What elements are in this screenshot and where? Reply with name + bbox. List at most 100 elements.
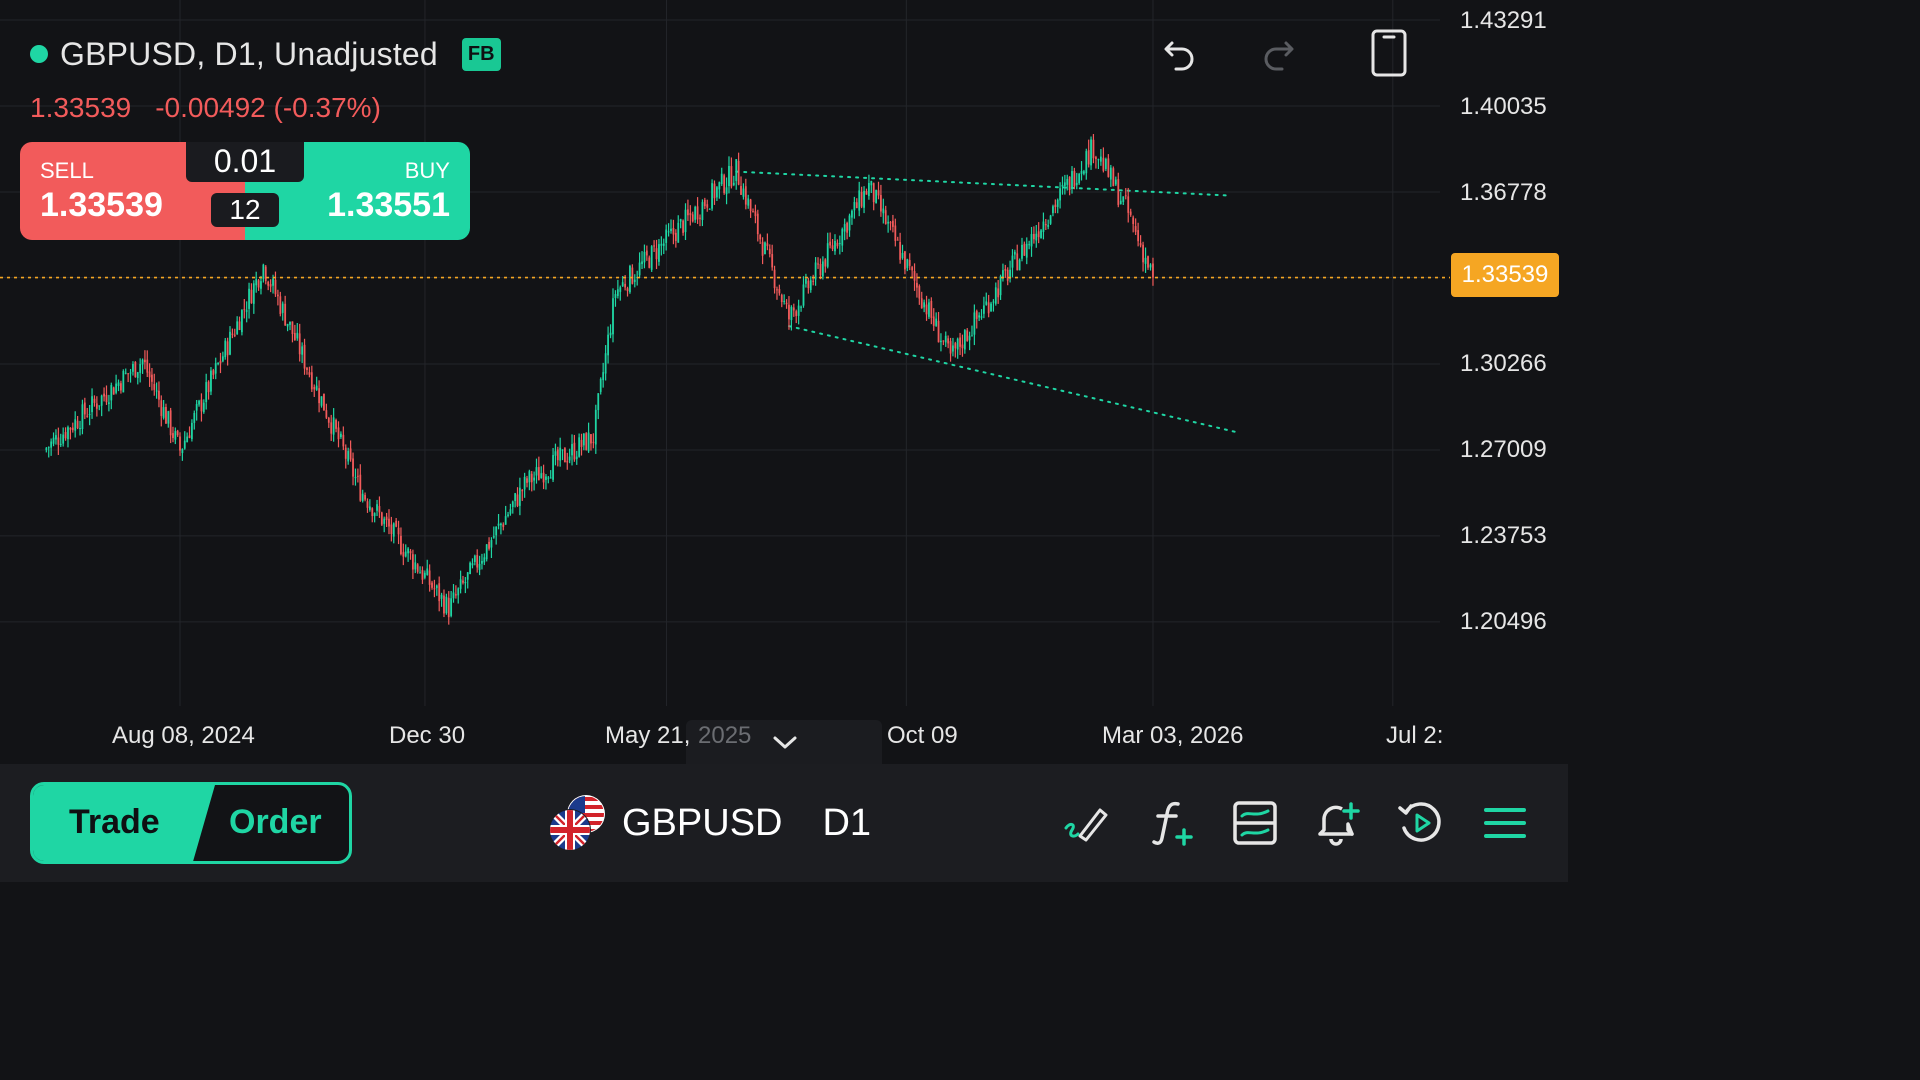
candle-body: [47, 447, 50, 449]
chart-template-icon[interactable]: [1230, 798, 1280, 848]
candle-body: [207, 381, 210, 393]
candle-body: [481, 561, 483, 564]
candle-body: [834, 240, 836, 252]
candle-body: [568, 456, 571, 461]
candle-body: [918, 286, 921, 299]
candle-body: [93, 398, 96, 403]
candle-body: [464, 581, 467, 584]
candle-body: [421, 570, 424, 580]
candle-body: [1056, 199, 1059, 207]
candle-body: [1127, 196, 1130, 213]
buy-price: 1.33551: [327, 186, 450, 224]
candle-body: [1090, 139, 1092, 166]
candle-body: [716, 187, 718, 198]
candle-body: [930, 300, 933, 318]
candle-body: [167, 411, 170, 424]
candle-body: [790, 306, 793, 321]
trade-tab[interactable]: [33, 785, 215, 861]
candle-body: [863, 190, 865, 208]
candle-body: [858, 190, 861, 211]
replay-icon[interactable]: [1396, 798, 1446, 848]
time-axis-label: Jul 2:: [1386, 722, 1442, 749]
candle-body: [645, 250, 648, 256]
candle-body: [132, 364, 134, 372]
candle-body: [260, 281, 262, 289]
draw-icon[interactable]: [1062, 798, 1112, 848]
candle-body: [327, 417, 330, 423]
price-chart[interactable]: [0, 0, 1568, 764]
candle-body: [1066, 178, 1069, 185]
candle-body: [904, 251, 906, 270]
candle-body: [585, 433, 588, 450]
trade-tab-label[interactable]: Trade: [69, 803, 160, 841]
candle-body: [870, 181, 873, 186]
function-add-icon[interactable]: [1148, 798, 1198, 848]
candle-body: [139, 364, 142, 373]
candle-body: [231, 333, 234, 335]
candle-body: [590, 434, 592, 444]
candle-body: [846, 222, 849, 233]
candle-body: [95, 403, 98, 409]
order-tab-label[interactable]: Order: [229, 803, 322, 841]
candle-body: [241, 310, 243, 333]
candle-body: [561, 449, 564, 451]
candle-body: [492, 536, 495, 538]
symbol-selector[interactable]: GBPUSD D1: [548, 794, 871, 852]
candle-body: [566, 460, 569, 463]
candle-body: [920, 298, 923, 309]
trade-order-toggle[interactable]: Trade Order: [30, 782, 352, 864]
phone-icon[interactable]: [1364, 28, 1414, 78]
candle-body: [395, 520, 398, 527]
candle-body: [780, 294, 783, 302]
candle-body: [682, 220, 684, 233]
candle-body: [1042, 221, 1045, 232]
candle-body: [621, 282, 624, 287]
undo-icon[interactable]: [1155, 28, 1205, 78]
candle-body: [364, 495, 366, 500]
candle-body: [1107, 158, 1110, 177]
candle-body: [720, 173, 723, 184]
candle-body: [788, 304, 790, 320]
candle-body: [616, 289, 619, 296]
candle-body: [809, 280, 812, 291]
candle-body: [752, 211, 754, 213]
candle-body: [390, 524, 393, 534]
candle-body: [706, 204, 709, 208]
candle-body: [79, 428, 81, 430]
candle-body: [504, 516, 507, 525]
candle-body: [872, 183, 875, 203]
menu-icon[interactable]: [1480, 798, 1530, 848]
candle-body: [880, 195, 882, 212]
lot-size-input[interactable]: 0.01: [186, 142, 304, 182]
time-axis-label: 2025: [698, 722, 752, 749]
candle-body: [356, 475, 359, 477]
candle-body: [318, 388, 320, 404]
candle-body: [289, 321, 291, 325]
candle-body: [59, 443, 62, 446]
candle-body: [1018, 259, 1021, 271]
time-axis-dropdown[interactable]: [686, 720, 882, 764]
candle-body: [1016, 253, 1019, 271]
candle-body: [368, 506, 371, 510]
redo-icon[interactable]: [1253, 28, 1303, 78]
candle-body: [469, 562, 471, 575]
candle-body: [994, 287, 997, 304]
symbol-header[interactable]: GBPUSD, D1, Unadjusted FB: [30, 34, 501, 74]
candle-body: [238, 321, 241, 331]
candle-body: [643, 251, 646, 263]
candle-body: [795, 311, 798, 317]
candle-body: [105, 394, 108, 403]
candle-body: [57, 437, 60, 445]
candle-body: [759, 234, 762, 240]
candle-body: [160, 400, 163, 416]
candle-body: [518, 487, 521, 506]
price-axis-label: 1.40035: [1460, 93, 1547, 120]
bell-add-icon[interactable]: [1312, 798, 1362, 848]
candle-body: [826, 243, 829, 267]
candle-body: [812, 280, 815, 282]
candle-body: [785, 302, 788, 305]
timeframe-selector[interactable]: D1: [822, 801, 872, 844]
candle-body: [633, 279, 636, 282]
candle-body: [580, 439, 583, 447]
sell-price: 1.33539: [40, 186, 163, 224]
